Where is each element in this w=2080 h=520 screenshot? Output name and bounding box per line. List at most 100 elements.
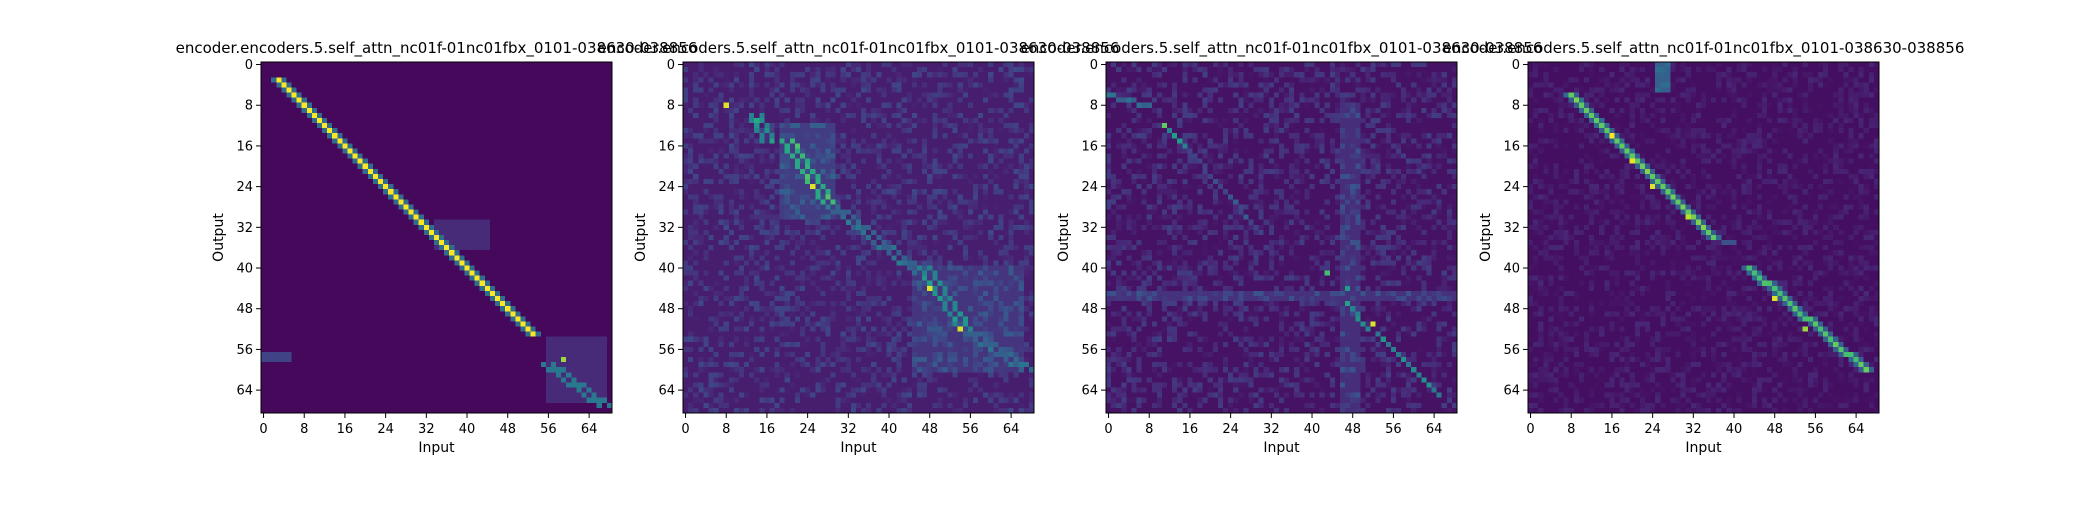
- heatmap-cell: [301, 326, 307, 332]
- heatmap-cell: [520, 112, 526, 119]
- heatmap-cell: [606, 321, 613, 327]
- heatmap-cell: [540, 275, 547, 281]
- heatmap-cell: [566, 397, 572, 403]
- heatmap-cell: [296, 234, 302, 241]
- heatmap-cell: [408, 326, 414, 332]
- heatmap-cell: [322, 331, 328, 337]
- heatmap-cell: [306, 112, 313, 119]
- heatmap-cell: [408, 123, 414, 129]
- heatmap-cell: [276, 112, 282, 119]
- heatmap-cell: [311, 392, 318, 398]
- heatmap-cell: [327, 362, 333, 368]
- heatmap-cell: [515, 214, 521, 220]
- heatmap-cell: [479, 87, 485, 93]
- heatmap-cell: [439, 351, 445, 358]
- heatmap-cell: [403, 143, 409, 149]
- heatmap-cell: [367, 326, 374, 332]
- heatmap-cell: [413, 209, 419, 215]
- heatmap-cell: [428, 357, 435, 363]
- heatmap-cell: [581, 372, 587, 378]
- heatmap-cell: [530, 77, 536, 83]
- heatmap-cell: [291, 351, 297, 358]
- heatmap-cell: [383, 179, 389, 185]
- heatmap-cell: [1013, 67, 1019, 73]
- heatmap-cell: [266, 128, 272, 134]
- heatmap-cell: [398, 214, 404, 220]
- heatmap-panel: encoder.encoders.5.self_attn_nc01f-01nc0…: [176, 39, 698, 456]
- heatmap-cell: [576, 351, 582, 358]
- heatmap-cell: [322, 87, 328, 93]
- heatmap-cell: [596, 362, 602, 368]
- heatmap-cell: [372, 255, 379, 261]
- heatmap-cell: [550, 194, 557, 200]
- heatmap-cell: [1008, 62, 1014, 68]
- heatmap-cell: [479, 209, 485, 215]
- heatmap-cell: [957, 67, 963, 73]
- heatmap-cell: [540, 77, 547, 83]
- heatmap-cell: [474, 148, 480, 154]
- heatmap-cell: [311, 255, 318, 261]
- heatmap-cell: [459, 301, 465, 307]
- heatmap-cell: [571, 397, 577, 403]
- heatmap-cell: [515, 123, 521, 129]
- heatmap-cell: [322, 209, 328, 215]
- heatmap-cell: [322, 97, 328, 103]
- heatmap-cell: [367, 336, 374, 342]
- heatmap-cell: [581, 67, 587, 73]
- heatmap-cell: [520, 245, 526, 251]
- heatmap-cell: [332, 407, 338, 414]
- heatmap-cell: [596, 199, 602, 205]
- heatmap-cell: [357, 301, 363, 307]
- heatmap-cell: [296, 77, 302, 83]
- heatmap-cell: [459, 107, 465, 114]
- heatmap-cell: [372, 296, 379, 302]
- heatmap-cell: [540, 224, 547, 231]
- heatmap-cell: [347, 158, 353, 164]
- heatmap-cell: [581, 173, 587, 180]
- heatmap-cell: [327, 301, 333, 307]
- heatmap-cell: [581, 97, 587, 103]
- heatmap-cell: [586, 62, 592, 68]
- heatmap-cell: [362, 351, 368, 358]
- heatmap-cell: [367, 407, 374, 414]
- heatmap-cell: [489, 62, 496, 68]
- heatmap-cell: [454, 199, 460, 205]
- heatmap-cell: [1023, 67, 1030, 73]
- heatmap-cell: [479, 311, 485, 317]
- heatmap-cell: [591, 316, 597, 322]
- heatmap-cell: [266, 97, 272, 103]
- heatmap-cell: [408, 92, 414, 98]
- heatmap-cell: [261, 336, 267, 342]
- heatmap-cell: [301, 367, 307, 373]
- heatmap-cell: [454, 194, 460, 200]
- heatmap-cell: [561, 138, 567, 144]
- heatmap-cell: [398, 168, 404, 175]
- heatmap-cell: [556, 362, 562, 368]
- heatmap-cell: [550, 117, 557, 124]
- heatmap-cell: [530, 402, 536, 409]
- heatmap-cell: [571, 148, 577, 154]
- heatmap-cell: [601, 209, 608, 215]
- heatmap-cell: [291, 224, 297, 231]
- heatmap-cell: [444, 265, 450, 271]
- heatmap-cell: [296, 97, 302, 103]
- heatmap-cell: [301, 301, 307, 307]
- heatmap-cell: [433, 306, 440, 312]
- heatmap-cell: [428, 133, 435, 139]
- heatmap-cell: [561, 224, 567, 231]
- heatmap-cell: [357, 382, 363, 388]
- heatmap-cell: [505, 336, 511, 342]
- heatmap-cell: [556, 189, 562, 195]
- heatmap-cell: [571, 229, 577, 236]
- heatmap-cell: [556, 270, 562, 276]
- heatmap-cell: [322, 377, 328, 383]
- heatmap-cell: [418, 128, 424, 134]
- heatmap-cell: [322, 270, 328, 276]
- heatmap-cell: [418, 184, 424, 190]
- heatmap-cell: [301, 224, 307, 231]
- heatmap-cell: [601, 245, 608, 251]
- heatmap-cell: [728, 62, 735, 68]
- heatmap-cell: [428, 72, 435, 78]
- heatmap-cell: [540, 62, 547, 68]
- heatmap-cell: [403, 240, 409, 246]
